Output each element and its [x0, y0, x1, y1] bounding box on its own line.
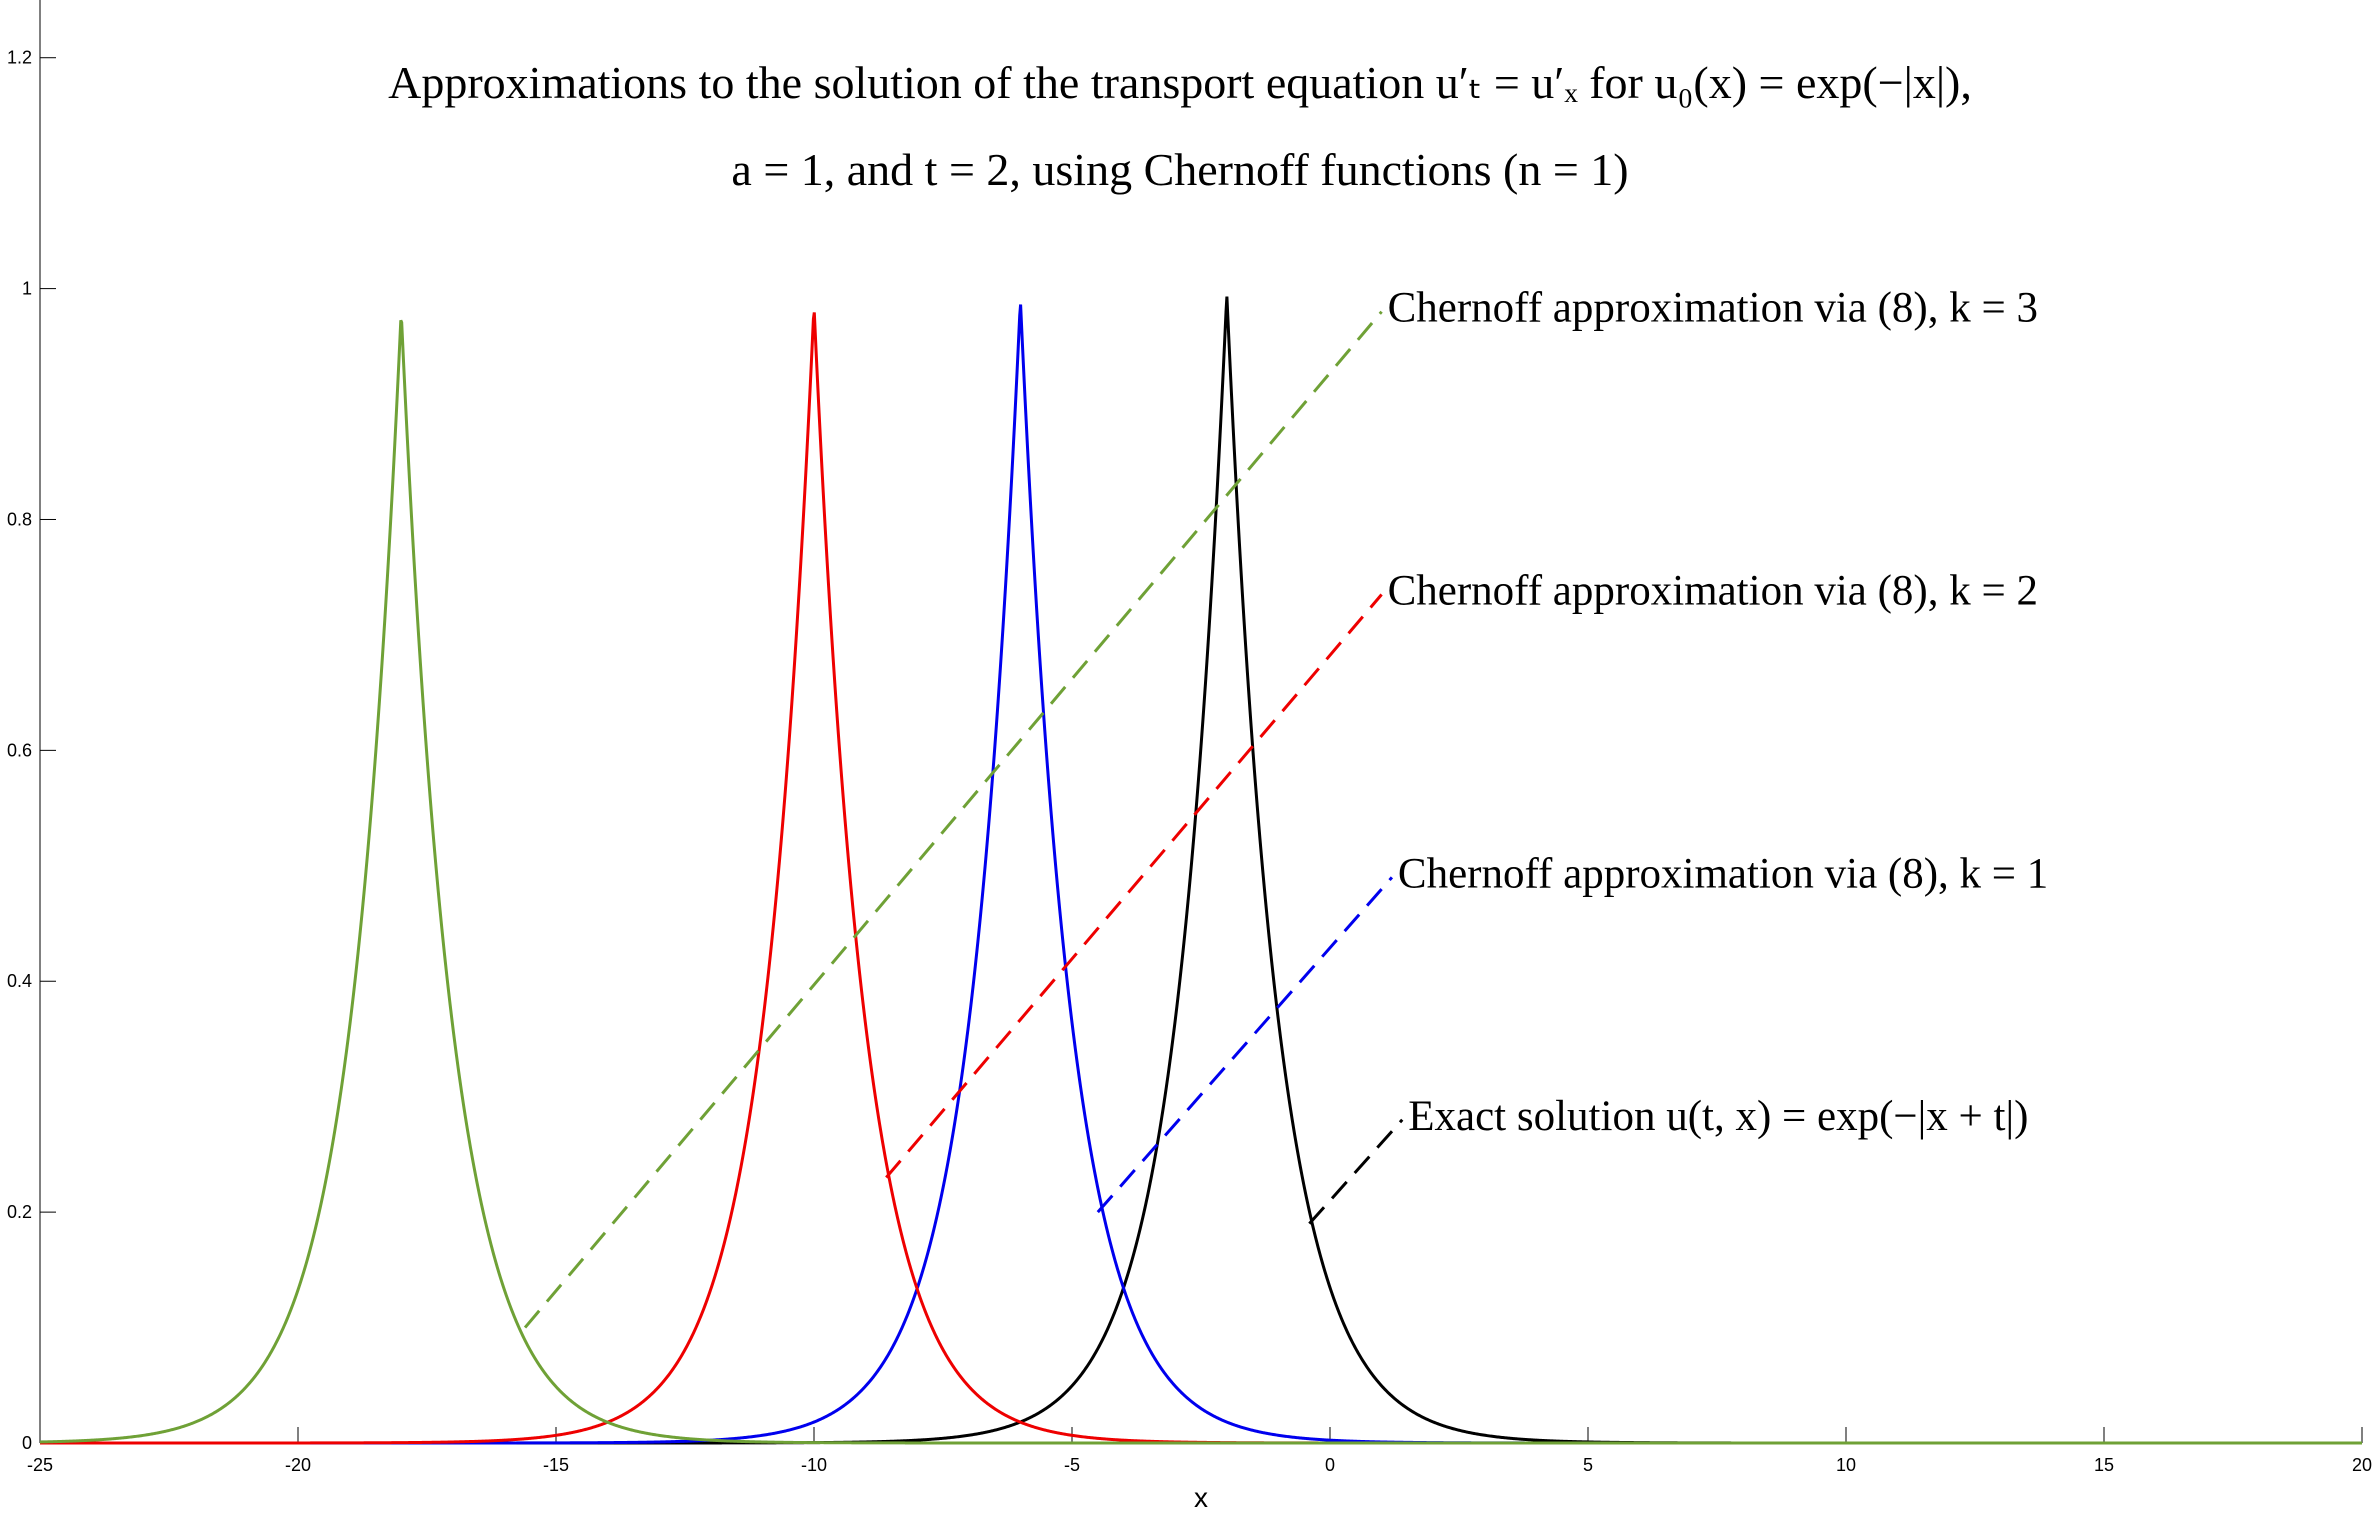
- y-tick-label: 0.4: [7, 971, 32, 991]
- x-tick-label: -25: [27, 1455, 53, 1475]
- annotation-leader-2: [885, 593, 1383, 1179]
- x-tick-label: -15: [543, 1455, 569, 1475]
- series-layer: [39, 296, 2362, 1445]
- annotation-label-2: Chernoff approximation via (8), k = 2: [1388, 568, 2038, 615]
- x-tick-label: -10: [801, 1455, 827, 1475]
- annotation-leader-3: [1096, 876, 1394, 1214]
- series-line-4: [39, 319, 2362, 1445]
- x-tick-label: 20: [2352, 1455, 2372, 1475]
- y-tick-label: 0.8: [7, 509, 32, 529]
- x-tick-label: 15: [2094, 1455, 2114, 1475]
- x-tick-label: 10: [1836, 1455, 1856, 1475]
- y-tick-label: 0: [22, 1433, 32, 1453]
- x-tick-label: -20: [285, 1455, 311, 1475]
- annotations-layer: Chernoff approximation via (8), k = 3 Che…: [523, 285, 2048, 1329]
- y-tick-label: 0.2: [7, 1202, 32, 1222]
- y-tick-label: 1: [22, 279, 32, 299]
- title-line-2: a = 1, and t = 2, using Chernoff functio…: [731, 144, 1628, 195]
- axes: -25 -20 -15 -10 -5 0 5 10 15 20 0 0.2 0.4 0.6 0.8 1 1.2: [7, 0, 2372, 1475]
- x-tick-label: 5: [1583, 1455, 1593, 1475]
- x-tick-label: 0: [1325, 1455, 1335, 1475]
- annotation-label-4: Exact solution u(t, x) = exp(−|x + t|): [1408, 1093, 2028, 1140]
- annotation-leader-4: [1308, 1118, 1404, 1225]
- y-tick-label: 1.2: [7, 48, 32, 68]
- annotation-label-3: Chernoff approximation via (8), k = 1: [1398, 850, 2048, 897]
- annotation-leader-1: [523, 310, 1383, 1329]
- chart-title: Approximations to the solution of the tr…: [388, 57, 1972, 195]
- annotation-label-1: Chernoff approximation via (8), k = 3: [1388, 285, 2038, 332]
- y-tick-label: 0.6: [7, 740, 32, 760]
- x-tick-label: -5: [1064, 1455, 1080, 1475]
- x-axis-label: x: [1194, 1482, 1208, 1513]
- title-line-1: Approximations to the solution of the tr…: [388, 57, 1972, 108]
